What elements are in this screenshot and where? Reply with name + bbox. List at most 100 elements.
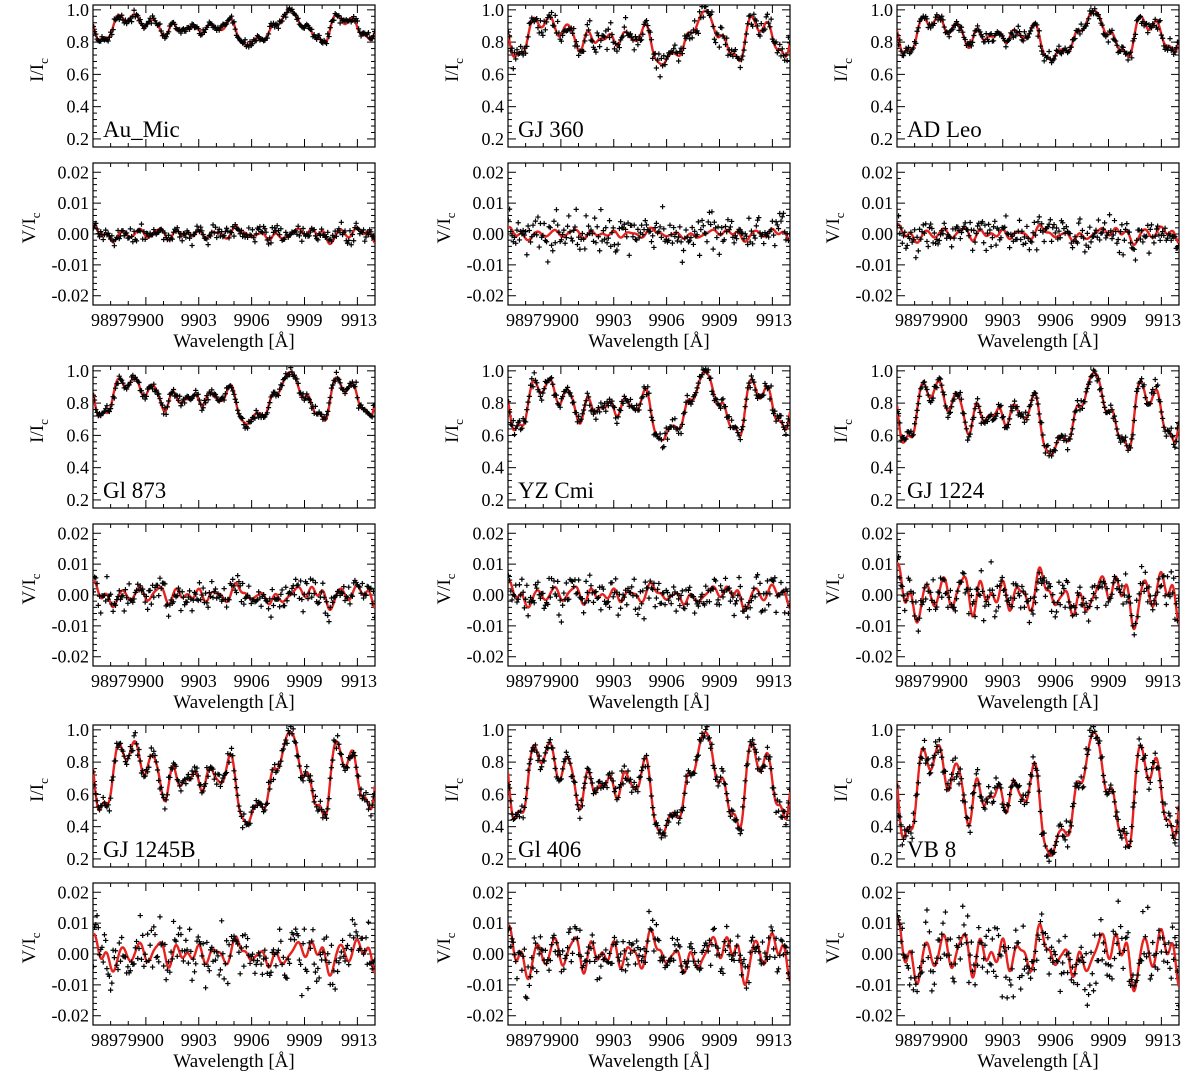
observed-intensity-point — [1132, 31, 1139, 38]
observed-stokes-point — [138, 221, 145, 227]
observed-intensity-point — [331, 17, 337, 23]
observed-stokes-point — [1034, 247, 1040, 253]
observed-intensity-point — [125, 756, 131, 762]
observed-stokes-point — [1048, 238, 1055, 245]
observed-stokes-point — [1062, 604, 1068, 610]
observed-stokes-point — [100, 236, 106, 243]
observed-intensity-point — [131, 7, 137, 13]
observed-intensity-point — [762, 26, 768, 32]
observed-stokes-point — [226, 235, 232, 241]
observed-stokes-point — [972, 239, 978, 245]
observed-intensity-point — [115, 380, 121, 387]
observed-intensity-point — [604, 46, 610, 53]
observed-intensity-point — [154, 767, 161, 773]
observed-stokes-point — [311, 590, 317, 597]
observed-intensity-point — [747, 12, 753, 19]
observed-intensity-point — [101, 408, 108, 415]
observed-stokes-point — [756, 215, 762, 221]
observed-intensity-point — [545, 746, 551, 752]
observed-stokes-point — [195, 934, 201, 940]
observed-intensity-point — [178, 403, 184, 409]
observed-intensity-gl-873 — [93, 366, 375, 431]
observed-stokes-point — [145, 931, 151, 937]
intensity-gj-1224-ytick-label: 0.2 — [871, 490, 894, 510]
observed-intensity-point — [655, 822, 661, 829]
observed-stokes-point — [566, 213, 572, 219]
observed-stokes-point — [727, 598, 734, 604]
observed-stokes-point — [1102, 220, 1108, 226]
observed-stokes-point — [1115, 578, 1121, 584]
observed-stokes-point — [133, 938, 140, 945]
observed-intensity-point — [166, 398, 172, 404]
observed-intensity-point — [312, 403, 319, 409]
observed-stokes-point — [284, 598, 290, 604]
observed-intensity-point — [561, 759, 567, 765]
stokes-yz-cmi-xtick-label: 9900 — [543, 671, 579, 691]
observed-stokes-point — [736, 574, 742, 581]
observed-intensity-point — [592, 408, 598, 414]
observed-stokes-point — [1103, 602, 1109, 608]
observed-intensity-point — [979, 34, 986, 40]
observed-intensity-point — [96, 807, 103, 813]
observed-stokes-point — [598, 607, 604, 613]
observed-intensity-point — [1052, 448, 1058, 454]
observed-intensity-point — [764, 744, 771, 750]
observed-intensity-point — [148, 745, 154, 751]
observed-intensity-point — [228, 13, 235, 19]
observed-intensity-point — [1041, 58, 1047, 64]
observed-intensity-point — [787, 418, 790, 424]
observed-stokes-point — [635, 226, 641, 232]
observed-intensity-point — [330, 757, 336, 763]
observed-stokes-point — [204, 939, 210, 946]
observed-stokes-point — [1011, 595, 1018, 601]
observed-intensity-point — [269, 392, 275, 398]
stokes-ylabel-au-mic: V/Ic — [19, 212, 43, 243]
observed-intensity-point — [782, 426, 788, 433]
observed-intensity-point — [112, 385, 119, 391]
observed-intensity-point — [757, 33, 763, 39]
observed-stokes-point — [270, 947, 277, 953]
observed-stokes-point — [199, 592, 205, 598]
observed-intensity-point — [746, 748, 752, 754]
observed-intensity-point — [661, 830, 667, 836]
observed-intensity-point — [662, 62, 668, 68]
observed-intensity-point — [784, 58, 790, 64]
panel-au-mic: 0.20.40.60.81.0I/IcAu_Mic-0.02-0.010.000… — [19, 0, 377, 352]
observed-intensity-point — [1034, 22, 1040, 28]
observed-stokes-point — [652, 225, 658, 231]
observed-stokes-point — [988, 243, 994, 250]
observed-stokes-point — [924, 581, 930, 587]
observed-intensity-point — [598, 400, 604, 406]
observed-intensity-point — [611, 404, 618, 411]
observed-intensity-point — [295, 380, 301, 386]
observed-stokes-point — [779, 214, 785, 220]
observed-intensity-point — [657, 827, 663, 833]
observed-stokes-point — [117, 958, 124, 964]
observed-stokes-point — [780, 210, 787, 216]
observed-intensity-point — [730, 808, 736, 814]
observed-stokes-point — [1102, 581, 1108, 587]
observed-intensity-point — [270, 20, 277, 26]
observed-stokes-point — [299, 238, 305, 244]
stokes-gj-1224-ytick-label: 0.01 — [862, 554, 894, 574]
observed-intensity-gl-406 — [508, 725, 790, 841]
observed-stokes-point — [199, 228, 205, 234]
observed-stokes-point — [1113, 228, 1119, 235]
observed-stokes-point — [247, 960, 253, 967]
observed-intensity-point — [534, 16, 540, 22]
observed-intensity-point — [1166, 428, 1172, 434]
observed-intensity-point — [356, 26, 362, 32]
observed-stokes-point — [249, 227, 256, 233]
observed-stokes-point — [1058, 590, 1065, 596]
observed-intensity-point — [578, 416, 584, 422]
observed-stokes-point — [518, 592, 524, 598]
observed-intensity-point — [326, 33, 332, 40]
observed-stokes-point — [309, 938, 315, 944]
observed-stokes-point — [1066, 599, 1072, 605]
observed-stokes-point — [1103, 235, 1109, 241]
observed-stokes-point — [659, 204, 666, 210]
observed-stokes-point — [897, 222, 900, 229]
observed-stokes-point — [931, 599, 937, 605]
observed-intensity-point — [1161, 424, 1167, 430]
